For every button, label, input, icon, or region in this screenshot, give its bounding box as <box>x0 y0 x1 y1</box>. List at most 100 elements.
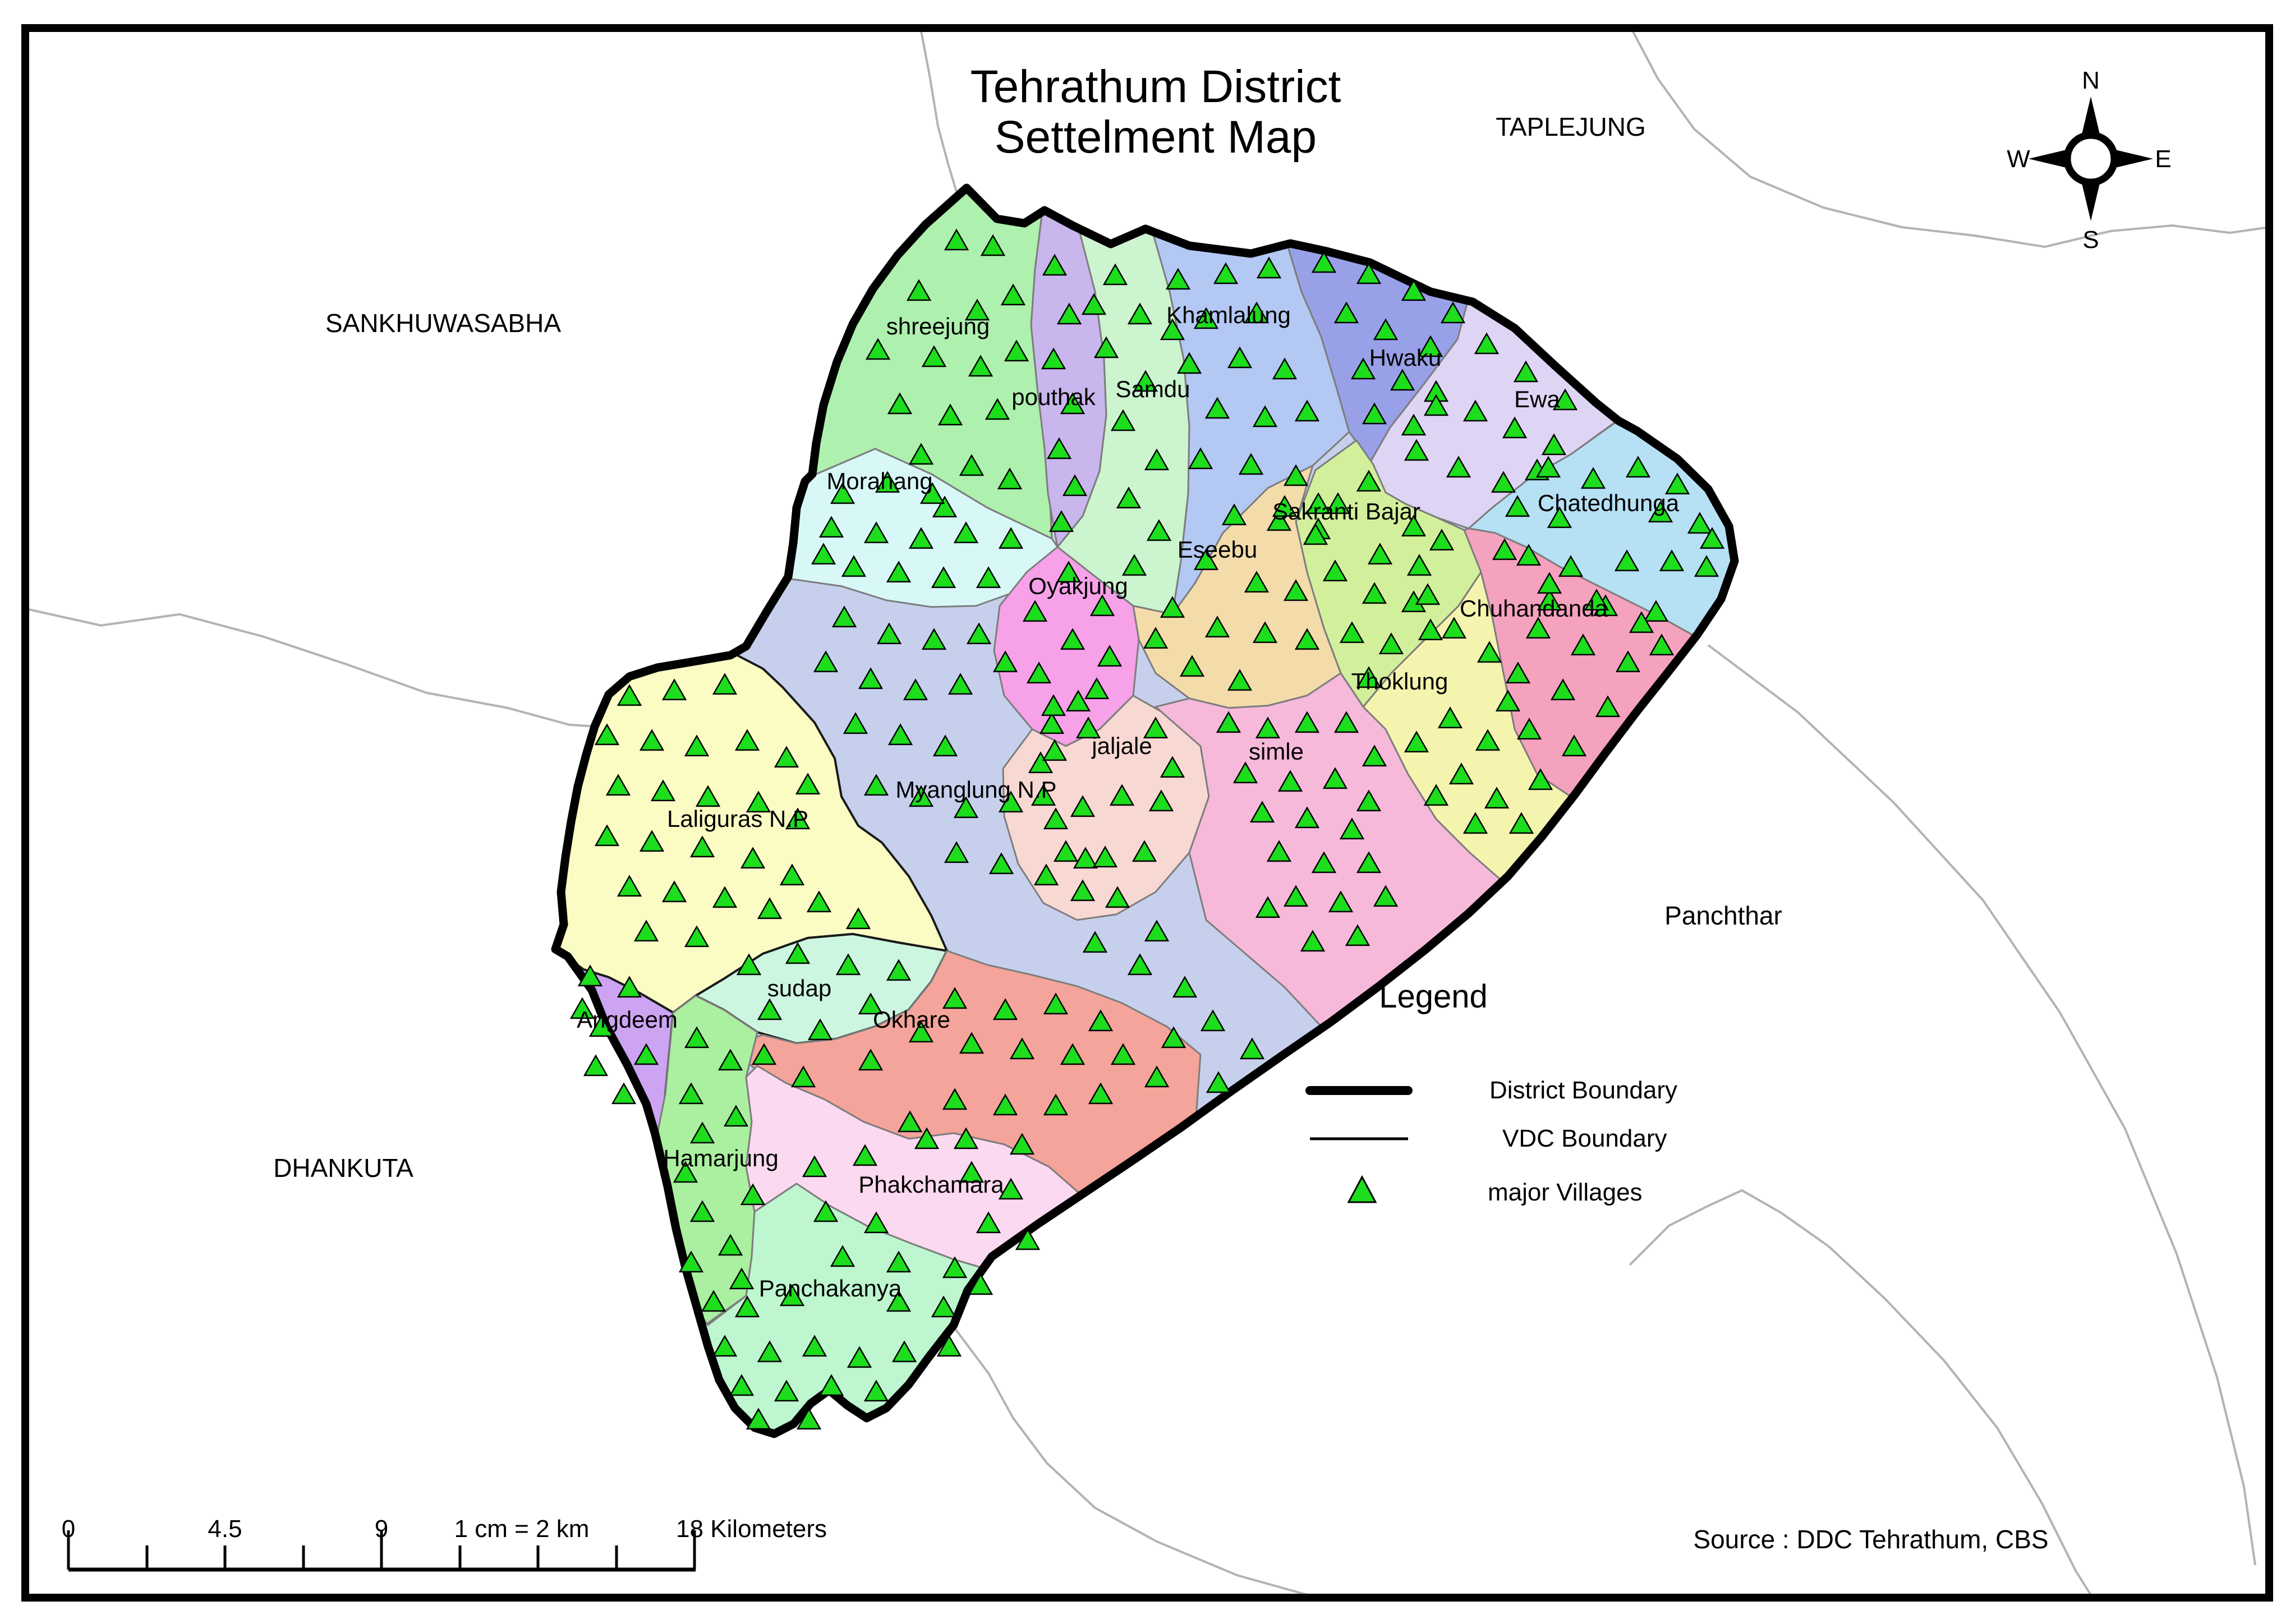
village-triangle-icon <box>843 712 868 734</box>
village-triangle-icon <box>1502 416 1528 439</box>
village-triangle-icon <box>1277 770 1303 792</box>
region-label-ewa: Ewa <box>1514 386 1560 412</box>
village-triangle-icon <box>1649 633 1675 656</box>
village-triangle-icon <box>1161 1026 1186 1048</box>
village-triangle-icon <box>1570 633 1596 656</box>
village-triangle-icon <box>712 1335 738 1357</box>
legend: Legend District Boundary VDC Boundary ma… <box>1305 978 1677 1206</box>
neighbor-boundary-line <box>1629 1189 2094 1599</box>
village-triangle-icon <box>1143 716 1169 739</box>
village-triangle-icon <box>1042 254 1068 276</box>
village-triangle-icon <box>594 723 620 746</box>
map-title-line1: Tehrathum District <box>971 61 1341 112</box>
village-triangle-icon <box>1266 840 1292 862</box>
village-triangle-icon <box>1144 1065 1170 1088</box>
village-triangle-icon <box>908 443 934 465</box>
village-triangle-icon <box>617 976 642 998</box>
village-triangle-icon <box>1060 628 1086 650</box>
village-triangle-icon <box>1116 486 1142 509</box>
village-triangle-icon <box>594 824 620 846</box>
village-triangle-icon <box>937 403 963 426</box>
village-triangle-icon <box>712 886 738 908</box>
village-triangle-icon <box>1070 879 1096 901</box>
village-triangle-icon <box>1065 689 1091 712</box>
village-triangle-icon <box>1437 706 1463 729</box>
village-triangle-icon <box>1350 357 1376 380</box>
region-label-jaljale: jaljale <box>1091 733 1152 759</box>
village-triangle-icon <box>1239 1037 1265 1060</box>
village-triangle-icon <box>684 734 710 757</box>
village-triangle-icon <box>1084 677 1110 700</box>
village-triangle-icon <box>795 772 821 795</box>
village-triangle-icon <box>966 622 992 645</box>
village-triangle-icon <box>1102 263 1128 286</box>
village-triangle-icon <box>779 863 805 886</box>
village-triangle-icon <box>1294 399 1320 422</box>
village-triangle-icon <box>650 779 676 802</box>
legend-villages-label: major Villages <box>1488 1179 1643 1206</box>
village-triangle-icon <box>723 1105 749 1127</box>
village-triangle-icon <box>830 1245 856 1267</box>
village-triangle-icon <box>1009 1037 1035 1060</box>
village-triangle-icon <box>1492 538 1517 560</box>
region-label-hwaku: Hwaku <box>1369 344 1441 371</box>
village-triangle-icon <box>633 1043 659 1065</box>
village-triangle-icon <box>1160 318 1185 341</box>
village-triangle-icon <box>1404 439 1429 461</box>
village-triangle-icon <box>1092 845 1118 868</box>
village-triangle-icon <box>605 774 631 796</box>
village-triangle-icon <box>1081 293 1107 315</box>
village-triangle-icon <box>1615 650 1641 673</box>
village-triangle-icon <box>968 1273 994 1295</box>
village-triangle-icon <box>841 555 867 577</box>
village-triangle-icon <box>1462 812 1488 834</box>
region-label-angdeem: Angdeem <box>577 1006 678 1033</box>
village-triangle-icon <box>1356 789 1382 812</box>
village-triangle-icon <box>1415 583 1441 605</box>
labels-layer: Myanglung N.P Morahang shreejung pouthak Sam… <box>273 112 1782 1301</box>
village-triangle-icon <box>1333 711 1359 733</box>
village-triangle-icon <box>1535 456 1561 478</box>
village-triangle-icon <box>806 890 832 913</box>
village-triangle-icon <box>1311 851 1337 873</box>
village-triangle-icon <box>1249 801 1275 823</box>
village-triangle-icon <box>887 723 913 746</box>
village-triangle-icon <box>1160 596 1185 618</box>
village-triangle-icon <box>931 1295 956 1318</box>
village-triangle-icon <box>1043 992 1069 1015</box>
region-label-morahang: Morahang <box>826 468 932 494</box>
village-triangle-icon <box>1144 448 1170 471</box>
village-triangle-icon <box>734 1295 760 1318</box>
village-triangle-icon <box>1088 1082 1114 1105</box>
village-triangle-icon <box>1495 689 1521 712</box>
village-triangle-icon <box>1505 661 1531 684</box>
village-triangle-icon <box>1687 512 1713 534</box>
village-triangle-icon <box>1508 812 1534 834</box>
village-triangle-icon <box>1056 302 1082 325</box>
village-triangle-icon <box>1026 661 1052 684</box>
village-triangle-icon <box>942 1088 968 1110</box>
village-triangle-icon <box>639 830 665 852</box>
village-triangle-icon <box>1462 399 1488 422</box>
region-label-laliguras-n-p: Laliguras N.P <box>667 806 808 832</box>
village-triangle-icon <box>678 1250 704 1273</box>
village-triangle-icon <box>1643 600 1669 622</box>
village-triangle-icon <box>1629 611 1654 633</box>
village-triangle-icon <box>1423 394 1449 416</box>
legend-vdc-boundary-label: VDC Boundary <box>1502 1125 1667 1152</box>
village-triangle-icon <box>779 1284 805 1306</box>
village-triangle-icon <box>1133 370 1158 392</box>
village-triangle-icon <box>903 678 928 701</box>
village-triangle-icon <box>919 482 945 504</box>
village-triangle-icon <box>1525 617 1551 639</box>
village-triangle-icon <box>887 392 913 415</box>
village-triangle-icon <box>953 796 979 818</box>
village-triangle-icon <box>1143 627 1169 649</box>
village-triangle-icon <box>746 1407 771 1430</box>
village-triangle-icon <box>1227 669 1253 691</box>
region-label-myanglung-np: Myanglung N.P <box>895 776 1056 803</box>
village-triangle-icon <box>1541 433 1567 456</box>
compass-s: S <box>2082 226 2099 254</box>
village-triangle-icon <box>968 355 994 377</box>
village-triangle-icon <box>1528 768 1553 790</box>
